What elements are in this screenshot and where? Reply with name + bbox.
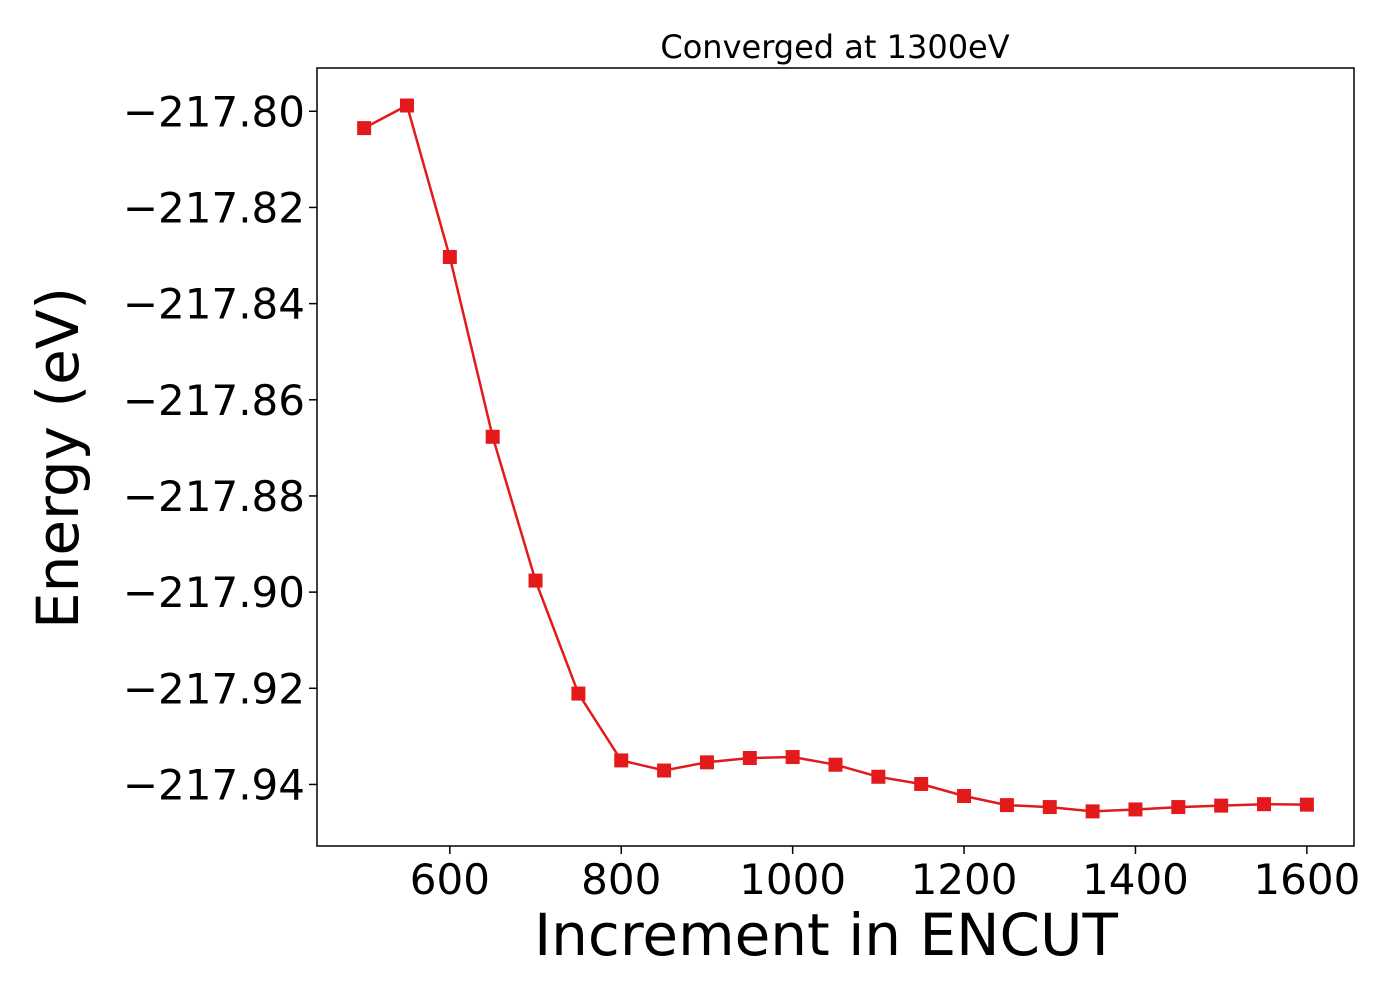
data-point-marker [528,573,543,588]
y-tick-label: −217.82 [123,183,305,232]
data-point-marker [871,769,886,784]
x-tick-label: 800 [581,855,661,904]
x-tick-label: 1000 [739,855,846,904]
data-point-marker [485,429,500,444]
y-tick-label: −217.84 [123,280,305,329]
data-point-marker [742,751,757,766]
x-tick-label: 600 [410,855,490,904]
data-point-marker [785,750,800,765]
plot-area [357,98,1314,819]
x-tick-label: 1200 [911,855,1018,904]
data-point-marker [699,755,714,770]
data-point-marker [1214,798,1229,813]
y-axis-label: Energy (eV) [24,287,92,629]
data-point-marker [1128,802,1143,817]
data-point-marker [1299,797,1314,812]
x-axis-label: Increment in ENCUT [534,901,1118,969]
y-tick-label: −217.90 [123,568,305,617]
chart-title: Converged at 1300eV [660,28,1009,66]
data-point-marker [399,98,414,113]
y-tick-label: −217.86 [123,376,305,425]
data-point-marker [828,757,843,772]
x-tick-label: 1600 [1253,855,1360,904]
plot-frame [316,67,1355,847]
data-point-marker [442,249,457,264]
y-tick-label: −217.88 [123,472,305,521]
x-tick-label: 1400 [1082,855,1189,904]
data-point-marker [571,686,586,701]
data-point-marker [914,776,929,791]
series-line [363,103,1307,813]
data-point-marker [1085,804,1100,819]
data-point-marker [657,763,672,778]
data-point-marker [614,753,629,768]
y-tick-label: −217.92 [123,664,305,713]
data-point-marker [957,788,972,803]
data-point-marker [357,121,372,136]
data-point-marker [1171,800,1186,815]
data-point-marker [1042,800,1057,815]
y-tick-label: −217.94 [123,760,305,809]
y-tick-label: −217.80 [123,87,305,136]
data-point-marker [1257,797,1272,812]
data-point-marker [999,798,1014,813]
